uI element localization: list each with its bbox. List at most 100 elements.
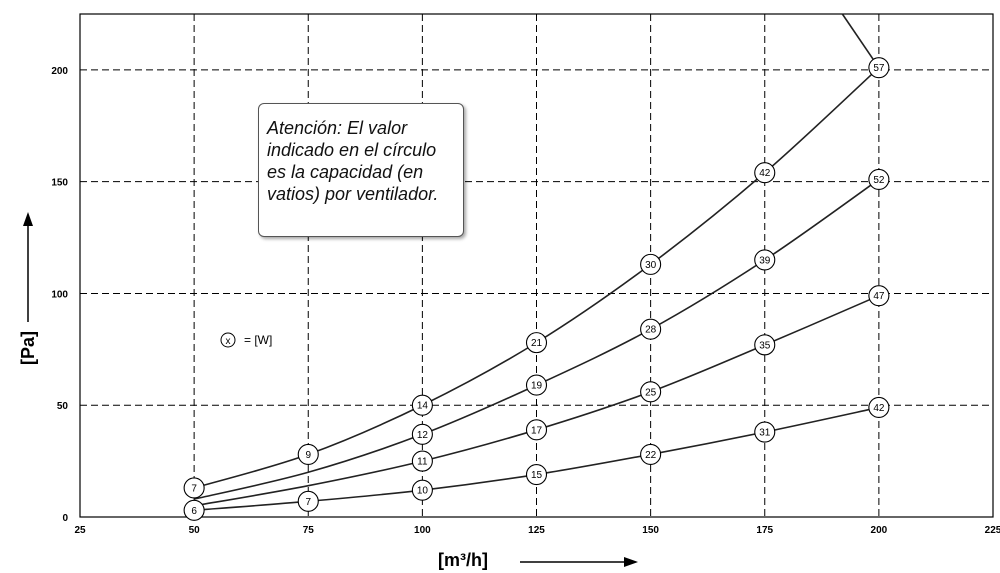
data-point-marker: 10 [411,479,433,501]
marker-circle [525,374,548,396]
marker-circle [640,381,662,403]
data-label: 9 [305,450,311,461]
y-tick-label: 150 [51,178,68,189]
marker-circle [868,285,890,307]
data-point-marker: 21 [525,332,548,354]
data-label: 52 [873,175,885,186]
data-label: 7 [305,497,311,508]
data-label: 19 [531,381,543,392]
data-point-marker: 47 [868,285,890,307]
data-label: 31 [759,428,771,439]
marker-circle [754,421,776,443]
grid-lines [80,14,993,517]
x-axis-label: [m³/h] [438,550,488,570]
marker-circle [868,396,890,419]
data-point-marker: 30 [640,253,662,275]
data-point-marker: 17 [525,419,548,441]
y-tick-labels: 0 50 100 150 200 [51,66,68,524]
data-point-marker: 31 [754,421,776,443]
data-point-marker: 15 [525,463,548,486]
data-label: 42 [759,168,771,179]
data-point-marker: 9 [297,443,319,465]
x-axis-arrow [520,557,638,567]
y-tick-label: 200 [51,66,68,77]
data-label: 6 [191,506,197,517]
data-label: 25 [645,387,657,398]
y-axis-arrow [23,212,33,322]
data-point-marker: 7 [297,490,319,512]
data-point-marker: 14 [411,394,433,416]
marker-circle [754,334,776,356]
legend-label: = [W] [244,333,273,347]
data-point-marker: 25 [640,381,662,403]
y-tick-label: 100 [51,289,68,300]
y-tick-label: 50 [57,401,69,412]
legend-symbol-icon: x [220,332,236,348]
data-label: 12 [417,430,429,441]
marker-circle [411,479,433,501]
data-label: 57 [873,63,885,74]
marker-circle [297,443,319,465]
marker-circle [640,443,662,465]
data-point-marker: 7 [183,477,205,499]
data-point-marker: 39 [754,249,776,271]
data-label: 11 [417,457,428,468]
data-point-marker: 52 [868,168,890,190]
x-tick-label: 50 [189,525,201,536]
marker-circle [411,394,433,416]
x-tick-label: 200 [871,525,888,536]
marker-circle [754,249,776,271]
data-label: 15 [531,470,543,481]
data-label: 14 [417,401,429,412]
data-label: 47 [873,291,885,302]
data-point-marker: 42 [868,396,890,419]
x-tick-labels: 25 50 75 100 125 150 175 200 225 [74,525,1000,536]
marker-circle [754,162,776,184]
x-tick-label: 175 [756,525,773,536]
data-point-marker: 42 [754,162,776,184]
marker-circle [183,499,205,521]
series-line-extension [841,13,880,69]
x-tick-label: 100 [414,525,431,536]
data-label: 42 [873,403,885,414]
data-point-marker: 12 [411,423,433,445]
marker-circle [868,57,890,79]
data-point-marker: 11 [411,450,433,472]
annotation-box: Atención: El valor indicado en el círcul… [258,103,464,237]
legend-symbol: x [226,336,231,347]
y-tick-label: 0 [62,513,68,524]
data-label: 7 [191,483,197,494]
data-point-marker: 19 [525,374,548,396]
data-label: 30 [645,260,657,271]
y-axis-label: [Pa] [18,331,38,365]
x-tick-label: 225 [985,525,1000,536]
data-point-marker: 6 [183,499,205,521]
marker-circle [183,477,205,499]
x-tick-label: 125 [528,525,545,536]
data-point-marker: 28 [640,318,662,340]
data-markers: 7 9 14 21 30 42 57 12 19 28 39 52 11 17 25 35 47 6 7 10 15 22… [183,57,890,521]
data-label: 22 [645,450,657,461]
marker-circle [525,463,548,486]
data-label: 39 [759,255,771,266]
marker-circle [411,450,433,472]
data-label: 17 [531,425,543,436]
marker-circle [868,168,890,190]
marker-circle [525,332,548,354]
data-label: 28 [645,325,657,336]
x-tick-label: 150 [642,525,659,536]
marker-circle [411,423,433,445]
data-point-marker: 22 [640,443,662,465]
data-point-marker: 35 [754,334,776,356]
data-label: 21 [531,338,543,349]
x-tick-label: 25 [74,525,86,536]
marker-circle [640,318,662,340]
x-tick-label: 75 [303,525,315,536]
plot-frame [79,13,994,518]
marker-circle [525,419,548,441]
data-point-marker: 57 [868,57,890,79]
marker-circle [297,490,319,512]
data-label: 10 [417,486,429,497]
marker-circle [640,253,662,275]
